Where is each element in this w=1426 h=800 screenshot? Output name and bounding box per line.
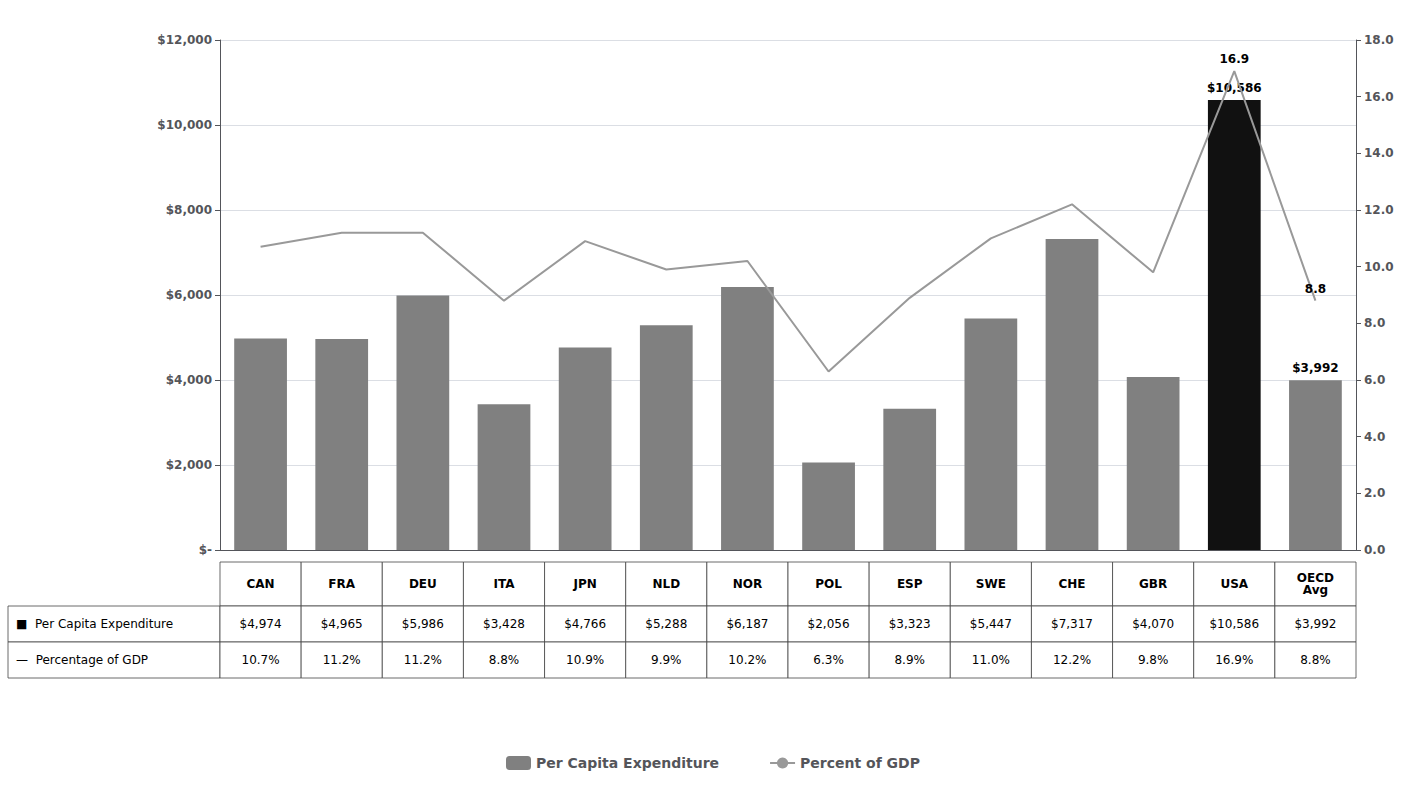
- svg-text:10.0: 10.0: [1364, 260, 1394, 274]
- svg-text:$3,992: $3,992: [1292, 361, 1338, 375]
- svg-text:16.9%: 16.9%: [1215, 653, 1253, 667]
- svg-text:$4,974: $4,974: [240, 617, 282, 631]
- svg-text:ESP: ESP: [897, 577, 923, 591]
- svg-text:$2,056: $2,056: [808, 617, 850, 631]
- svg-text:6.3%: 6.3%: [813, 653, 844, 667]
- svg-text:$10,000: $10,000: [157, 118, 212, 132]
- svg-text:$3,992: $3,992: [1294, 617, 1336, 631]
- svg-text:■ Per Capita Expenditure: ■ Per Capita Expenditure: [16, 617, 173, 631]
- svg-text:4.0: 4.0: [1364, 430, 1385, 444]
- svg-text:16.9: 16.9: [1219, 52, 1249, 66]
- svg-text:11.2%: 11.2%: [404, 653, 442, 667]
- svg-text:$4,000: $4,000: [166, 373, 212, 387]
- svg-text:$4,965: $4,965: [321, 617, 363, 631]
- svg-text:8.8%: 8.8%: [1300, 653, 1331, 667]
- svg-text:$5,447: $5,447: [970, 617, 1012, 631]
- svg-text:$7,317: $7,317: [1051, 617, 1093, 631]
- svg-text:6.0: 6.0: [1364, 373, 1385, 387]
- svg-text:$8,000: $8,000: [166, 203, 212, 217]
- svg-text:$5,986: $5,986: [402, 617, 444, 631]
- svg-text:JPN: JPN: [572, 577, 596, 591]
- svg-text:NOR: NOR: [733, 577, 762, 591]
- svg-text:12.0: 12.0: [1364, 203, 1394, 217]
- svg-text:10.7%: 10.7%: [242, 653, 280, 667]
- svg-text:Percent of GDP: Percent of GDP: [800, 755, 920, 771]
- svg-text:11.0%: 11.0%: [972, 653, 1010, 667]
- svg-text:9.9%: 9.9%: [651, 653, 682, 667]
- svg-text:$10,586: $10,586: [1209, 617, 1259, 631]
- svg-text:NLD: NLD: [652, 577, 680, 591]
- svg-text:GBR: GBR: [1139, 577, 1167, 591]
- svg-text:$3,428: $3,428: [483, 617, 525, 631]
- svg-text:$3,323: $3,323: [889, 617, 931, 631]
- svg-text:Avg: Avg: [1303, 583, 1328, 597]
- svg-text:$10,586: $10,586: [1207, 81, 1262, 95]
- svg-text:$12,000: $12,000: [157, 33, 212, 47]
- svg-text:CHE: CHE: [1058, 577, 1085, 591]
- svg-text:8.0: 8.0: [1364, 316, 1385, 330]
- svg-text:OECD: OECD: [1296, 571, 1334, 585]
- svg-text:FRA: FRA: [328, 577, 355, 591]
- svg-text:8.8%: 8.8%: [489, 653, 520, 667]
- svg-text:DEU: DEU: [409, 577, 437, 591]
- svg-text:USA: USA: [1220, 577, 1248, 591]
- svg-text:$2,000: $2,000: [166, 458, 212, 472]
- svg-text:14.0: 14.0: [1364, 146, 1394, 160]
- svg-text:8.9%: 8.9%: [894, 653, 925, 667]
- svg-text:SWE: SWE: [976, 577, 1006, 591]
- svg-text:9.8%: 9.8%: [1138, 653, 1169, 667]
- svg-text:0.0: 0.0: [1364, 543, 1385, 557]
- svg-text:POL: POL: [815, 577, 842, 591]
- svg-text:2.0: 2.0: [1364, 486, 1385, 500]
- svg-text:CAN: CAN: [247, 577, 275, 591]
- svg-text:$4,766: $4,766: [564, 617, 606, 631]
- svg-text:18.0: 18.0: [1364, 33, 1394, 47]
- svg-text:ITA: ITA: [493, 577, 515, 591]
- svg-text:11.2%: 11.2%: [323, 653, 361, 667]
- svg-text:10.2%: 10.2%: [728, 653, 766, 667]
- svg-text:$6,187: $6,187: [726, 617, 768, 631]
- svg-text:8.8: 8.8: [1305, 282, 1326, 296]
- svg-text:16.0: 16.0: [1364, 90, 1394, 104]
- svg-text:$6,000: $6,000: [166, 288, 212, 302]
- svg-text:$-: $-: [199, 543, 212, 557]
- svg-text:Per Capita Expenditure: Per Capita Expenditure: [536, 755, 719, 771]
- svg-text:— Percentage of GDP: — Percentage of GDP: [16, 653, 148, 667]
- svg-text:$4,070: $4,070: [1132, 617, 1174, 631]
- svg-text:10.9%: 10.9%: [566, 653, 604, 667]
- svg-text:$5,288: $5,288: [645, 617, 687, 631]
- svg-text:12.2%: 12.2%: [1053, 653, 1091, 667]
